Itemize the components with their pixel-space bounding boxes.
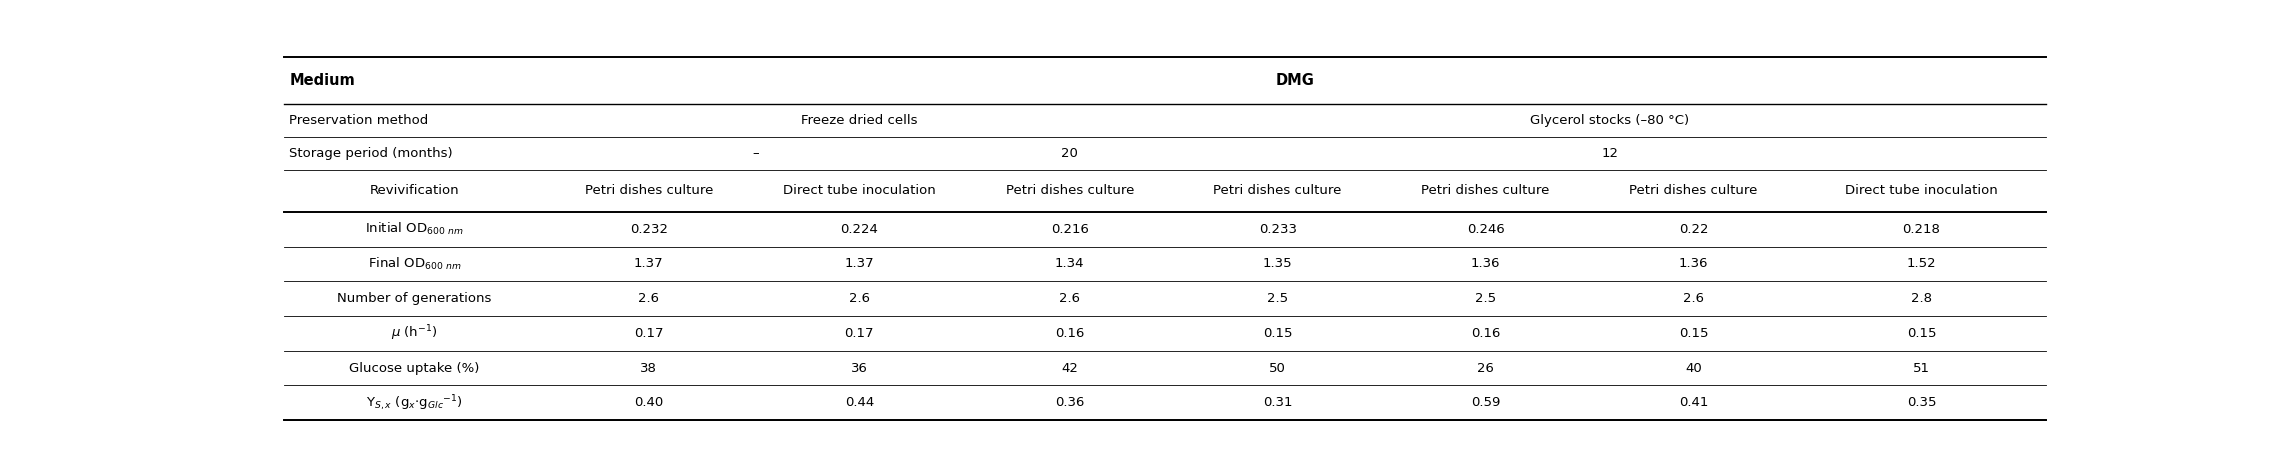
Text: Y$_{S,x}$ (g$_x$$\cdot$g$_{Glc}$$^{-1}$): Y$_{S,x}$ (g$_x$$\cdot$g$_{Glc}$$^{-1}$) [366,393,464,413]
Text: 0.59: 0.59 [1471,396,1500,409]
Text: Petri dishes culture: Petri dishes culture [1214,185,1341,197]
Text: 0.44: 0.44 [846,396,873,409]
Text: Initial OD$_{600\ nm}$: Initial OD$_{600\ nm}$ [366,221,464,237]
Text: 26: 26 [1477,362,1493,374]
Text: Preservation method: Preservation method [289,114,430,127]
Text: Storage period (months): Storage period (months) [289,147,452,160]
Text: 2.6: 2.6 [848,292,871,305]
Text: DMG: DMG [1275,73,1314,88]
Text: 38: 38 [641,362,657,374]
Text: 40: 40 [1684,362,1702,374]
Text: 50: 50 [1268,362,1287,374]
Text: 0.40: 0.40 [634,396,664,409]
Text: Direct tube inoculation: Direct tube inoculation [1846,185,1998,197]
Text: Final OD$_{600\ nm}$: Final OD$_{600\ nm}$ [368,256,461,272]
Text: 0.233: 0.233 [1259,223,1296,236]
Text: Petri dishes culture: Petri dishes culture [1421,185,1550,197]
Text: 0.17: 0.17 [634,327,664,340]
Text: 1.34: 1.34 [1055,257,1084,270]
Text: 0.35: 0.35 [1907,396,1937,409]
Text: 1.36: 1.36 [1471,257,1500,270]
Text: 0.22: 0.22 [1680,223,1707,236]
Text: 20: 20 [1061,147,1077,160]
Text: 2.6: 2.6 [1059,292,1080,305]
Text: 0.232: 0.232 [630,223,668,236]
Text: 0.15: 0.15 [1264,327,1293,340]
Text: 2.5: 2.5 [1475,292,1496,305]
Text: 51: 51 [1914,362,1930,374]
Text: 42: 42 [1061,362,1077,374]
Text: Glucose uptake (%): Glucose uptake (%) [350,362,480,374]
Text: $\mu$ (h$^{-1}$): $\mu$ (h$^{-1}$) [391,323,439,343]
Text: 2.6: 2.6 [1682,292,1705,305]
Text: Number of generations: Number of generations [336,292,491,305]
Text: 1.37: 1.37 [634,257,664,270]
Text: 36: 36 [850,362,868,374]
Text: 1.36: 1.36 [1680,257,1707,270]
Text: 0.16: 0.16 [1055,327,1084,340]
Text: 0.15: 0.15 [1680,327,1707,340]
Text: 0.31: 0.31 [1264,396,1293,409]
Text: 0.16: 0.16 [1471,327,1500,340]
Text: 0.15: 0.15 [1907,327,1937,340]
Text: Medium: Medium [289,73,355,88]
Text: 2.6: 2.6 [639,292,659,305]
Text: 0.41: 0.41 [1680,396,1707,409]
Text: Petri dishes culture: Petri dishes culture [1630,185,1757,197]
Text: 0.218: 0.218 [1903,223,1941,236]
Text: 1.52: 1.52 [1907,257,1937,270]
Text: 0.36: 0.36 [1055,396,1084,409]
Text: 0.224: 0.224 [841,223,877,236]
Text: 0.17: 0.17 [846,327,875,340]
Text: 2.8: 2.8 [1912,292,1932,305]
Text: 1.37: 1.37 [846,257,875,270]
Text: Revivification: Revivification [370,185,459,197]
Text: Petri dishes culture: Petri dishes culture [584,185,714,197]
Text: Glycerol stocks (–80 °C): Glycerol stocks (–80 °C) [1530,114,1689,127]
Text: Direct tube inoculation: Direct tube inoculation [782,185,936,197]
Text: Freeze dried cells: Freeze dried cells [800,114,918,127]
Text: 12: 12 [1600,147,1618,160]
Text: Petri dishes culture: Petri dishes culture [1005,185,1134,197]
Text: 0.216: 0.216 [1050,223,1089,236]
Text: –: – [752,147,759,160]
Text: 0.246: 0.246 [1466,223,1505,236]
Text: 2.5: 2.5 [1266,292,1289,305]
Text: 1.35: 1.35 [1264,257,1293,270]
